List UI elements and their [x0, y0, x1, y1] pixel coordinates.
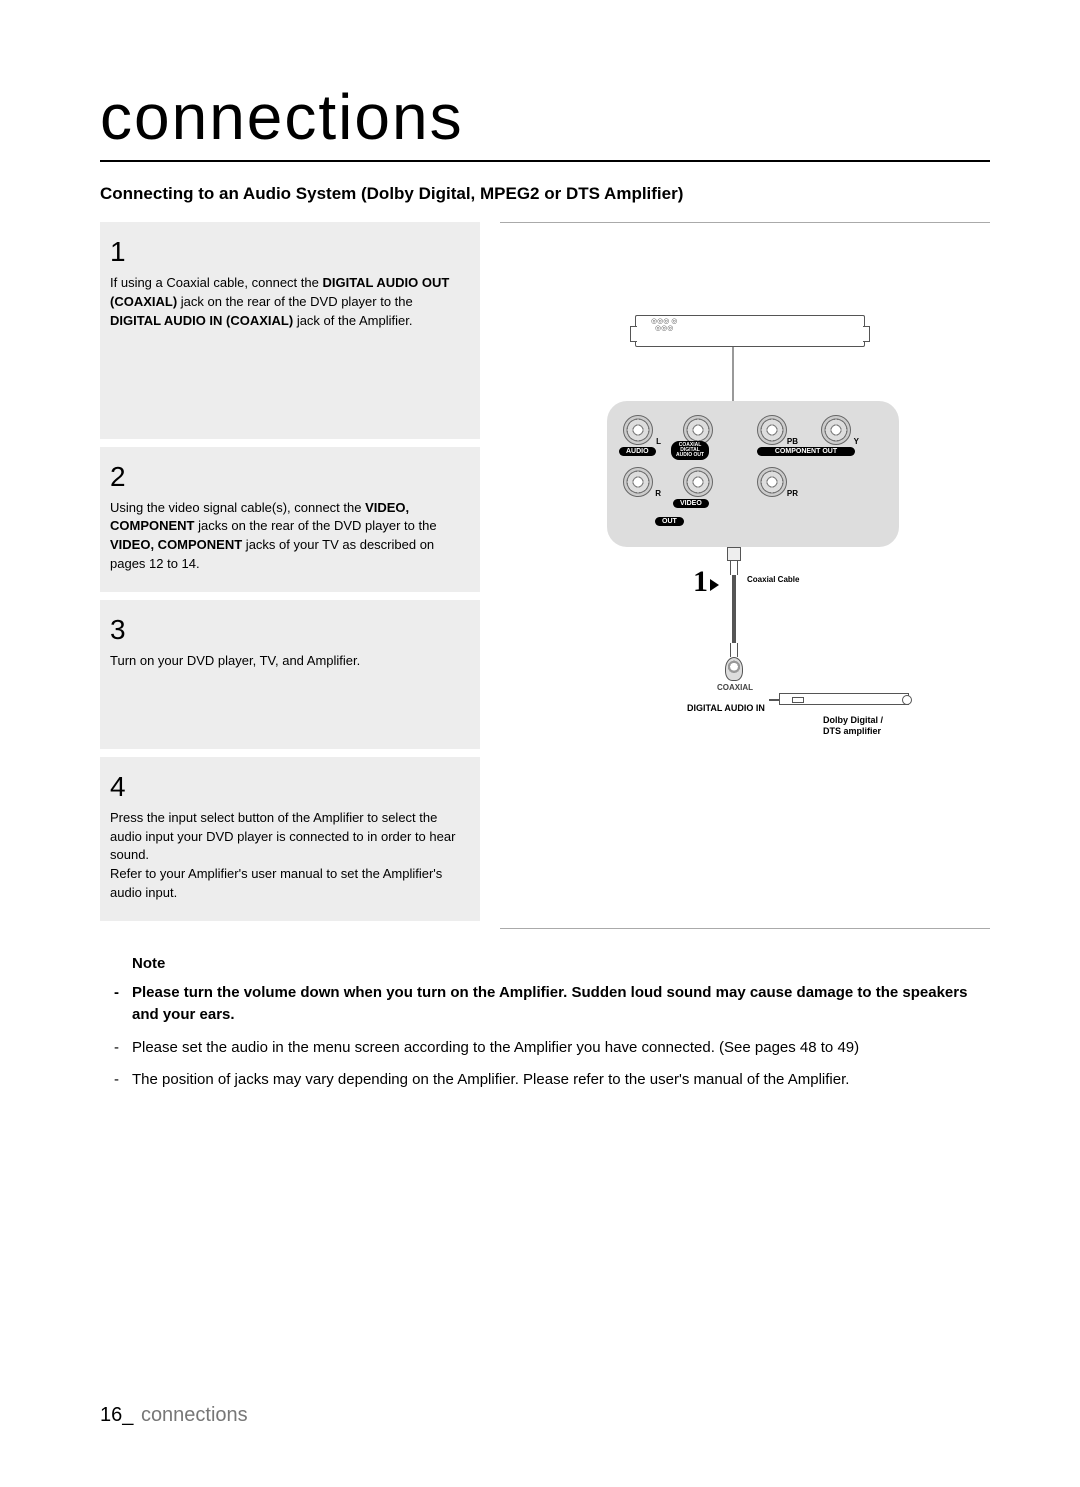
diagram-column: ◎◎◎ ◎◎◎◎ L PB Y AUDIO COAXIAL DIGITAL AU… — [500, 222, 990, 929]
cable-plug-bottom — [725, 657, 743, 681]
footer-section-name: connections — [141, 1404, 248, 1426]
step-4: 4 Press the input select button of the A… — [100, 757, 480, 921]
connector-line — [732, 347, 734, 401]
step-marker-1: 1 — [693, 565, 719, 599]
note-item: Please turn the volume down when you tur… — [100, 982, 990, 1027]
component-out-label: COMPONENT OUT — [757, 447, 855, 456]
steps-column: 1 If using a Coaxial cable, connect the … — [100, 222, 480, 929]
audio-label: AUDIO — [619, 447, 656, 456]
audio-l-jack: L — [623, 415, 653, 445]
step-body: Press the input select button of the Amp… — [110, 809, 466, 903]
page-number: 16_ — [100, 1404, 133, 1426]
step-2: 2 Using the video signal cable(s), conne… — [100, 447, 480, 592]
component-pr-jack: PR — [757, 467, 787, 497]
amplifier-outline — [779, 693, 909, 705]
cable-neck — [730, 643, 738, 657]
text: Using the video signal cable(s), connect… — [110, 500, 365, 515]
dvd-rear-detail: ◎◎◎ ◎◎◎◎ — [651, 318, 677, 332]
text: jacks on the rear of the DVD player to t… — [195, 518, 437, 533]
arrow-icon — [710, 579, 719, 591]
out-label: OUT — [655, 517, 684, 526]
cable-neck — [730, 561, 738, 575]
text: jack on the rear of the DVD player to th… — [177, 294, 413, 309]
amp-knob-icon — [902, 695, 912, 705]
text: jack of the Amplifier. — [293, 313, 412, 328]
cable-label: Coaxial Cable — [747, 575, 799, 584]
spacer — [100, 349, 480, 439]
video-label: VIDEO — [673, 499, 709, 508]
amp-port-icon — [792, 697, 804, 703]
spacer — [100, 689, 480, 749]
connection-diagram: ◎◎◎ ◎◎◎◎ L PB Y AUDIO COAXIAL DIGITAL AU… — [565, 315, 925, 835]
note-list: Please turn the volume down when you tur… — [100, 982, 990, 1092]
step-number: 2 — [110, 461, 466, 493]
amp-line — [769, 699, 779, 701]
coaxial-cable — [723, 547, 745, 677]
section-title: connections — [100, 80, 990, 162]
note-heading: Note — [132, 955, 990, 972]
audio-r-jack: R — [623, 467, 653, 497]
step-body: Using the video signal cable(s), connect… — [110, 499, 466, 574]
component-y-jack: Y — [821, 415, 851, 445]
step-3: 3 Turn on your DVD player, TV, and Ampli… — [100, 600, 480, 689]
video-out-jack — [683, 467, 713, 497]
step-number: 3 — [110, 614, 466, 646]
step-body: If using a Coaxial cable, connect the DI… — [110, 274, 466, 331]
amp-digital-audio-in-label: DIGITAL AUDIO IN — [687, 703, 765, 713]
text: If using a Coaxial cable, connect the — [110, 275, 322, 290]
note-item: The position of jacks may vary depending… — [100, 1069, 990, 1092]
manual-page: connections Connecting to an Audio Syste… — [0, 0, 1080, 1487]
component-pb-jack: PB — [757, 415, 787, 445]
amplifier-name: Dolby Digital / DTS amplifier — [823, 715, 883, 737]
content-columns: 1 If using a Coaxial cable, connect the … — [100, 222, 990, 929]
note-section: Note Please turn the volume down when yo… — [100, 955, 990, 1092]
cable-wire — [732, 575, 736, 643]
amp-coaxial-label: COAXIAL — [717, 683, 753, 692]
section-subtitle: Connecting to an Audio System (Dolby Dig… — [100, 184, 990, 204]
bold-text: VIDEO, COMPONENT — [110, 537, 242, 552]
step-1: 1 If using a Coaxial cable, connect the … — [100, 222, 480, 349]
bold-text: DIGITAL AUDIO IN (COAXIAL) — [110, 313, 293, 328]
rear-panel: L PB Y AUDIO COAXIAL DIGITAL AUDIO OUT C… — [607, 401, 899, 547]
step-number: 4 — [110, 771, 466, 803]
cable-plug-top — [727, 547, 741, 561]
coaxial-label: COAXIAL DIGITAL AUDIO OUT — [671, 441, 709, 460]
step-number: 1 — [110, 236, 466, 268]
step-body: Turn on your DVD player, TV, and Amplifi… — [110, 652, 466, 671]
note-item: Please set the audio in the menu screen … — [100, 1037, 990, 1060]
page-footer: 16_ connections — [100, 1404, 248, 1427]
